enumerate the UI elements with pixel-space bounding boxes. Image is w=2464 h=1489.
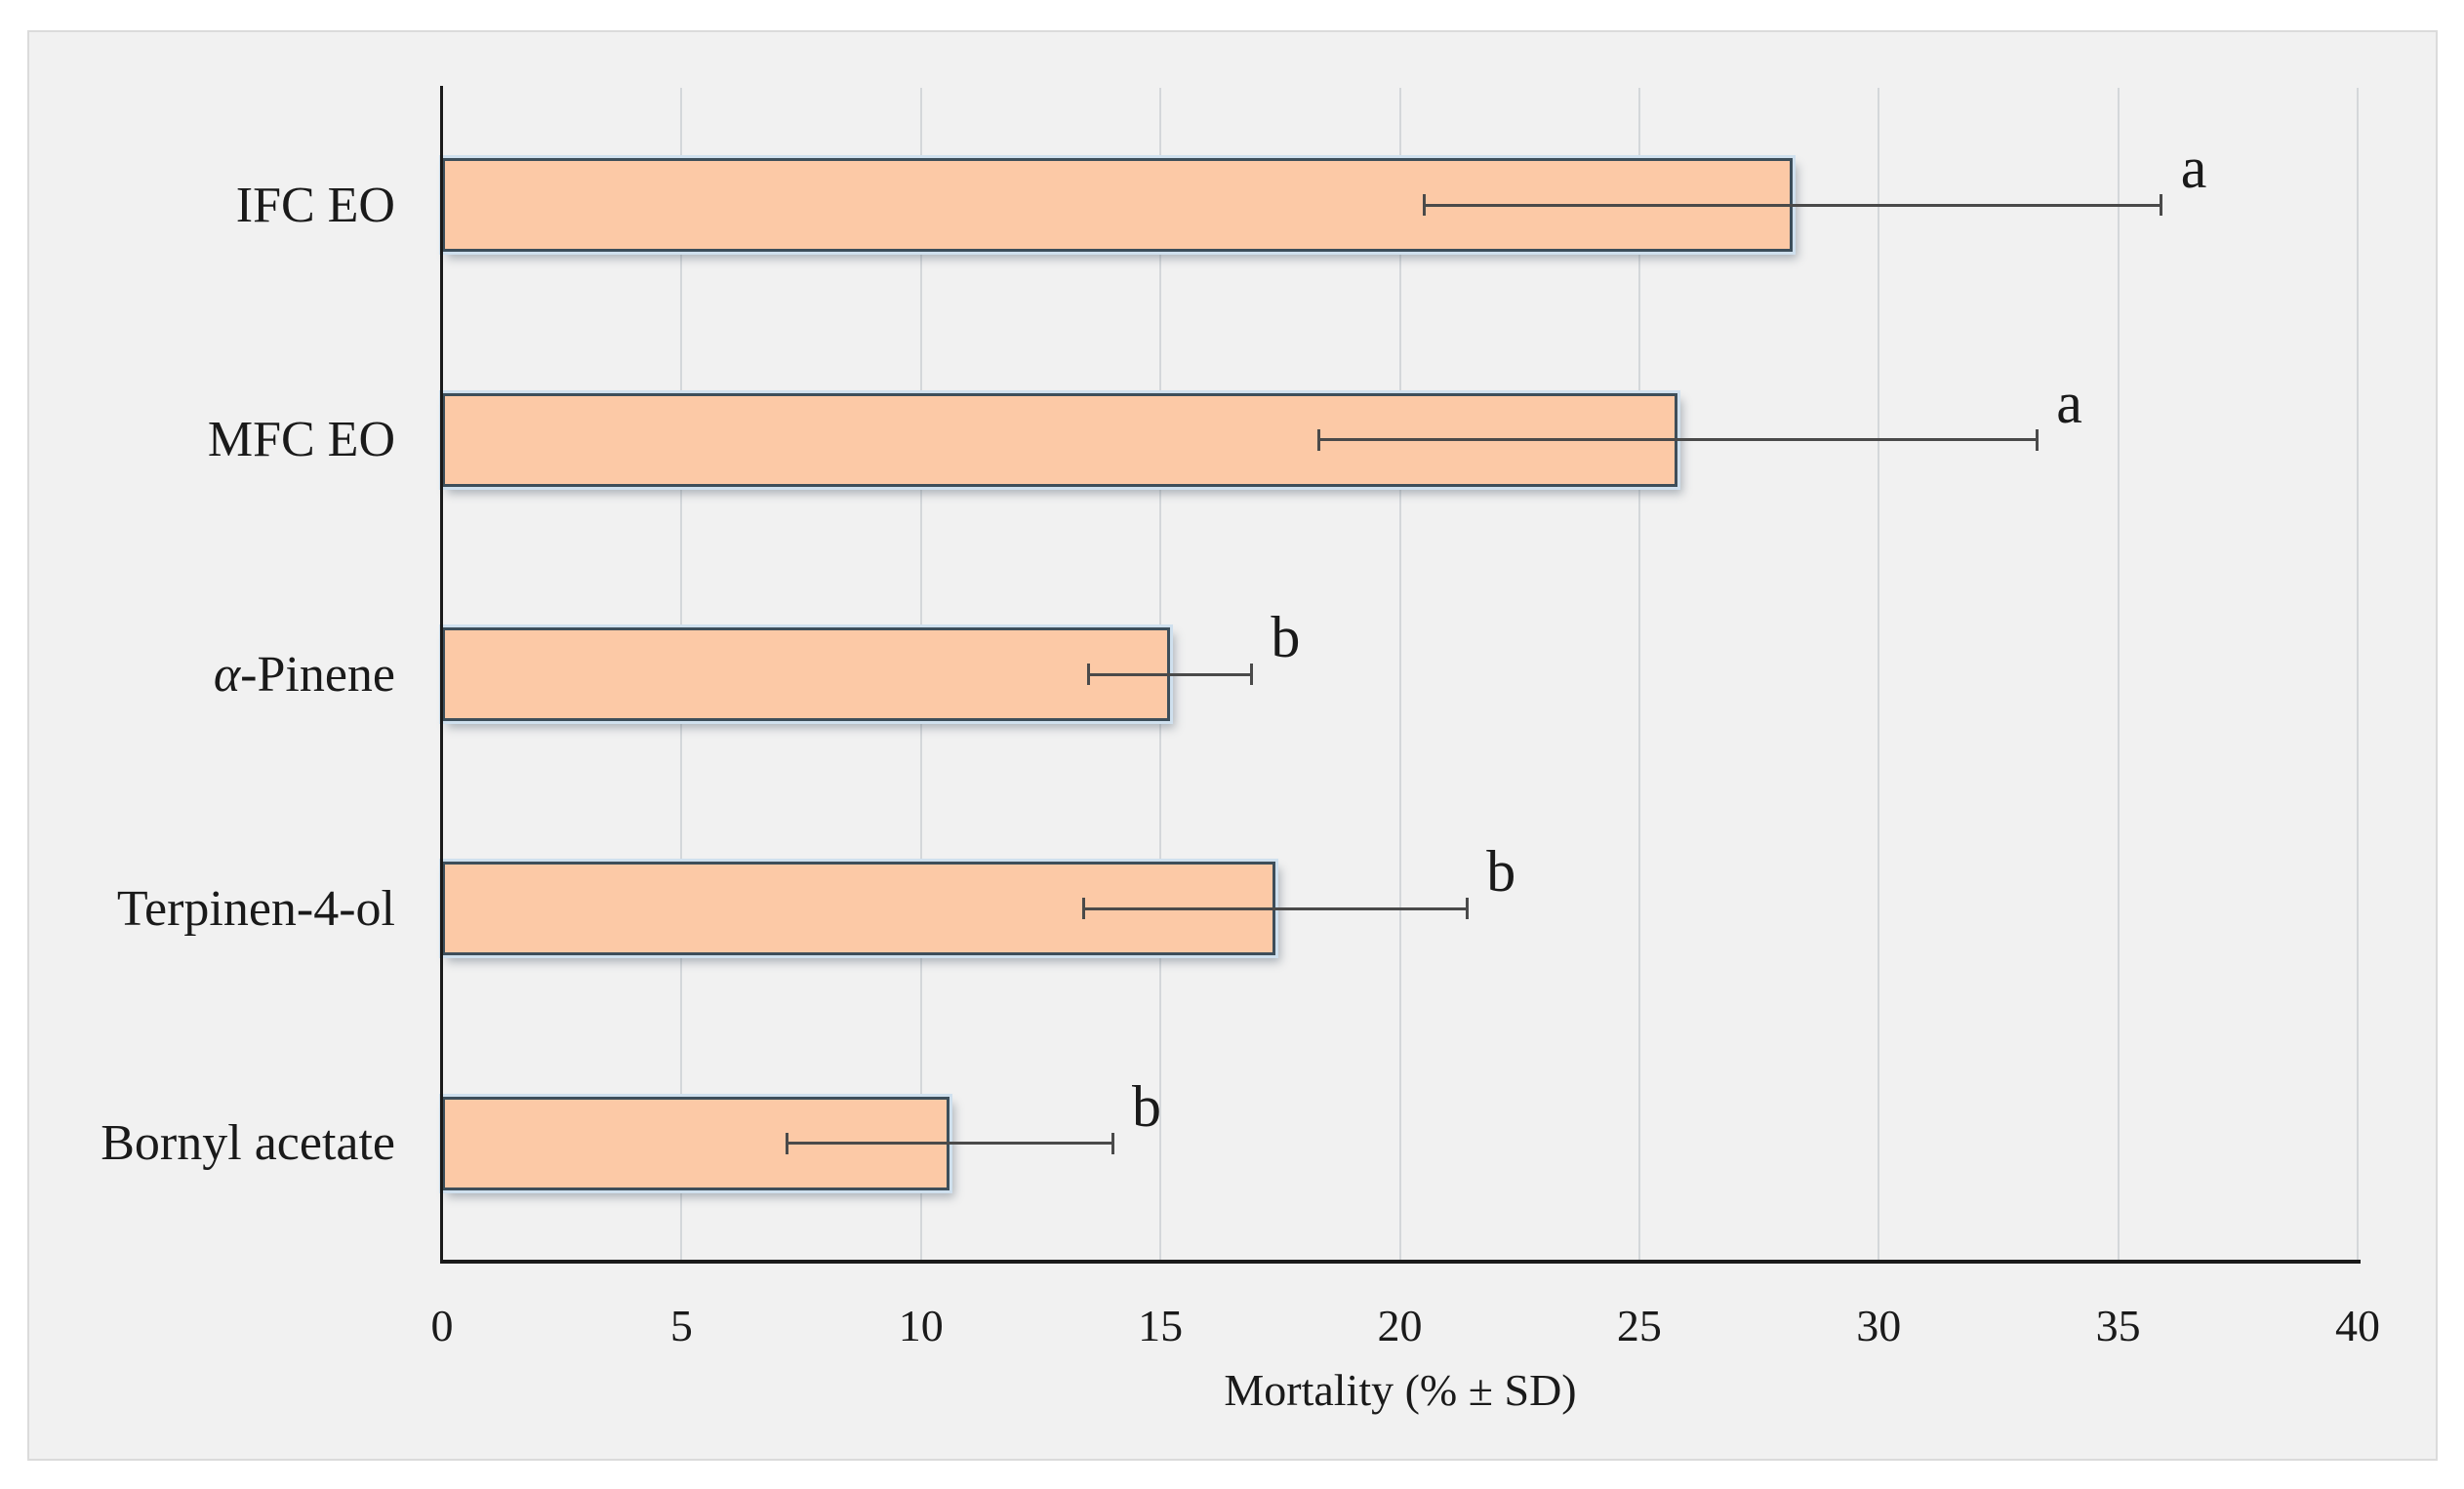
- error-cap-low-2: [1087, 664, 1090, 685]
- x-axis-line: [440, 1260, 2361, 1264]
- x-tick-label-5: 5: [669, 1301, 693, 1350]
- error-cap-high-3: [1465, 898, 1469, 920]
- error-cap-low-4: [785, 1132, 788, 1154]
- error-cap-low-3: [1082, 898, 1086, 920]
- category-label-0: IFC EO: [235, 177, 395, 233]
- error-bar-2: [1088, 672, 1252, 676]
- x-tick-label-30: 30: [1856, 1301, 1902, 1350]
- error-bar-1: [1318, 438, 2038, 442]
- category-label-4: Bornyl acetate: [101, 1115, 395, 1172]
- error-cap-high-2: [1249, 664, 1253, 685]
- significance-letter-0: a: [2180, 136, 2207, 201]
- category-label-1: MFC EO: [207, 412, 395, 468]
- x-tick-label-15: 15: [1138, 1301, 1184, 1350]
- x-tick-label-10: 10: [898, 1301, 944, 1350]
- x-tick-label-0: 0: [430, 1301, 454, 1350]
- x-axis-title: Mortality (% ± SD): [1224, 1365, 1577, 1415]
- significance-letter-1: a: [2056, 370, 2082, 435]
- error-bar-4: [787, 1142, 1113, 1146]
- gridline-x-30: [1878, 88, 1880, 1261]
- chart-panel: [27, 30, 2438, 1461]
- significance-letter-4: b: [1132, 1073, 1162, 1139]
- significance-letter-2: b: [1271, 605, 1301, 669]
- category-label-2: α -Pinene: [213, 646, 395, 703]
- error-bar-3: [1083, 906, 1468, 910]
- error-cap-low-1: [1316, 428, 1320, 451]
- significance-letter-3: b: [1486, 839, 1516, 905]
- x-tick-label-35: 35: [2095, 1301, 2141, 1350]
- x-tick-label-20: 20: [1377, 1301, 1423, 1350]
- error-cap-high-0: [2160, 194, 2163, 217]
- gridline-x-35: [2117, 88, 2120, 1261]
- error-bar-0: [1424, 203, 2161, 207]
- gridline-x-40: [2357, 88, 2359, 1261]
- gridline-x-20: [1398, 88, 1401, 1261]
- error-cap-high-1: [2035, 428, 2039, 451]
- error-cap-high-4: [1111, 1132, 1114, 1154]
- x-tick-label-40: 40: [2335, 1301, 2380, 1350]
- category-label-3: Terpinen-4-ol: [116, 880, 395, 937]
- x-tick-label-25: 25: [1616, 1301, 1662, 1350]
- gridline-x-25: [1637, 88, 1640, 1261]
- error-cap-low-0: [1422, 194, 1426, 217]
- plot-area: a a b b b: [442, 88, 2359, 1261]
- bar-2: [442, 627, 1170, 721]
- y-axis-line: [440, 86, 443, 1264]
